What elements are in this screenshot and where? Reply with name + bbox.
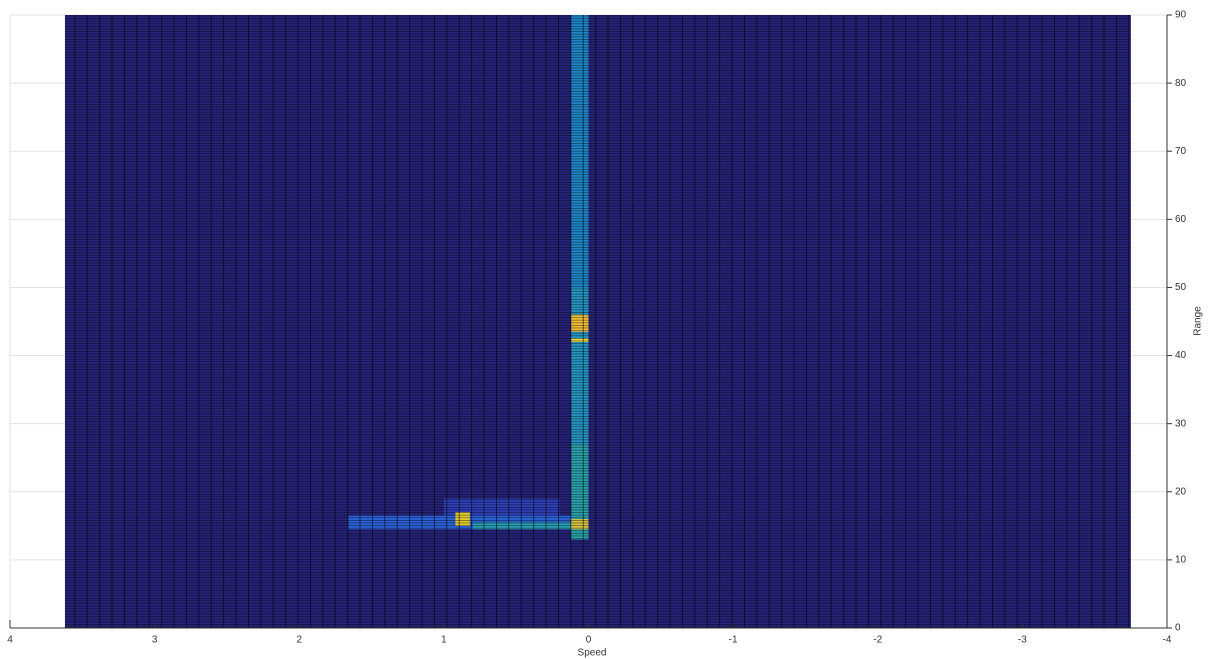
y-tick-label: 90 bbox=[1175, 10, 1187, 21]
y-tick-label: 80 bbox=[1175, 78, 1187, 89]
x-tick-label: -2 bbox=[873, 635, 882, 646]
y-tick-label: 50 bbox=[1175, 282, 1187, 293]
y-tick-label: 40 bbox=[1175, 350, 1187, 361]
y-tick-label: 70 bbox=[1175, 146, 1187, 157]
cell-borders bbox=[64, 15, 1131, 628]
y-tick-label: 0 bbox=[1175, 623, 1181, 634]
x-axis-label: Speed bbox=[578, 648, 607, 659]
x-tick-label: -3 bbox=[1018, 635, 1027, 646]
y-tick-label: 30 bbox=[1175, 418, 1187, 429]
x-tick-label: 2 bbox=[296, 635, 302, 646]
y-tick-label: 60 bbox=[1175, 214, 1187, 225]
y-tick-label: 20 bbox=[1175, 486, 1187, 497]
x-tick-label: 0 bbox=[586, 635, 592, 646]
y-tick-label: 10 bbox=[1175, 555, 1187, 566]
x-tick-label: -1 bbox=[729, 635, 738, 646]
y-axis-label: Range bbox=[1193, 306, 1204, 336]
heatmap bbox=[64, 15, 1131, 628]
x-tick-label: -4 bbox=[1163, 635, 1172, 646]
x-tick-label: 1 bbox=[441, 635, 447, 646]
x-tick-label: 4 bbox=[7, 635, 13, 646]
x-tick-label: 3 bbox=[152, 635, 158, 646]
